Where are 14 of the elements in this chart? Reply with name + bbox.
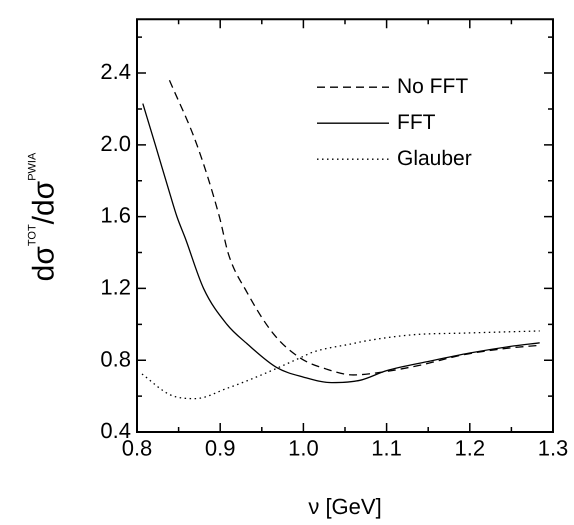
y-tick-label: 1.2 xyxy=(100,274,131,300)
y-tick-label: 2.4 xyxy=(100,59,131,84)
y-tick-label: 0.8 xyxy=(100,346,131,372)
x-tick-label: 1.3 xyxy=(538,435,568,460)
y-tick-label: 1.6 xyxy=(100,202,131,228)
legend-label: Glauber xyxy=(397,146,472,170)
y-tick-label: 2.0 xyxy=(100,130,131,156)
legend-label: No FFT xyxy=(397,74,468,98)
x-tick-label: 1.1 xyxy=(371,435,402,460)
x-axis-title: ν [GeV] xyxy=(308,494,382,519)
x-tick-label: 1.2 xyxy=(454,435,486,460)
legend-label: FFT xyxy=(397,110,436,134)
x-tick-label: 1.0 xyxy=(288,435,319,460)
x-tick-label: 0.9 xyxy=(204,435,236,460)
